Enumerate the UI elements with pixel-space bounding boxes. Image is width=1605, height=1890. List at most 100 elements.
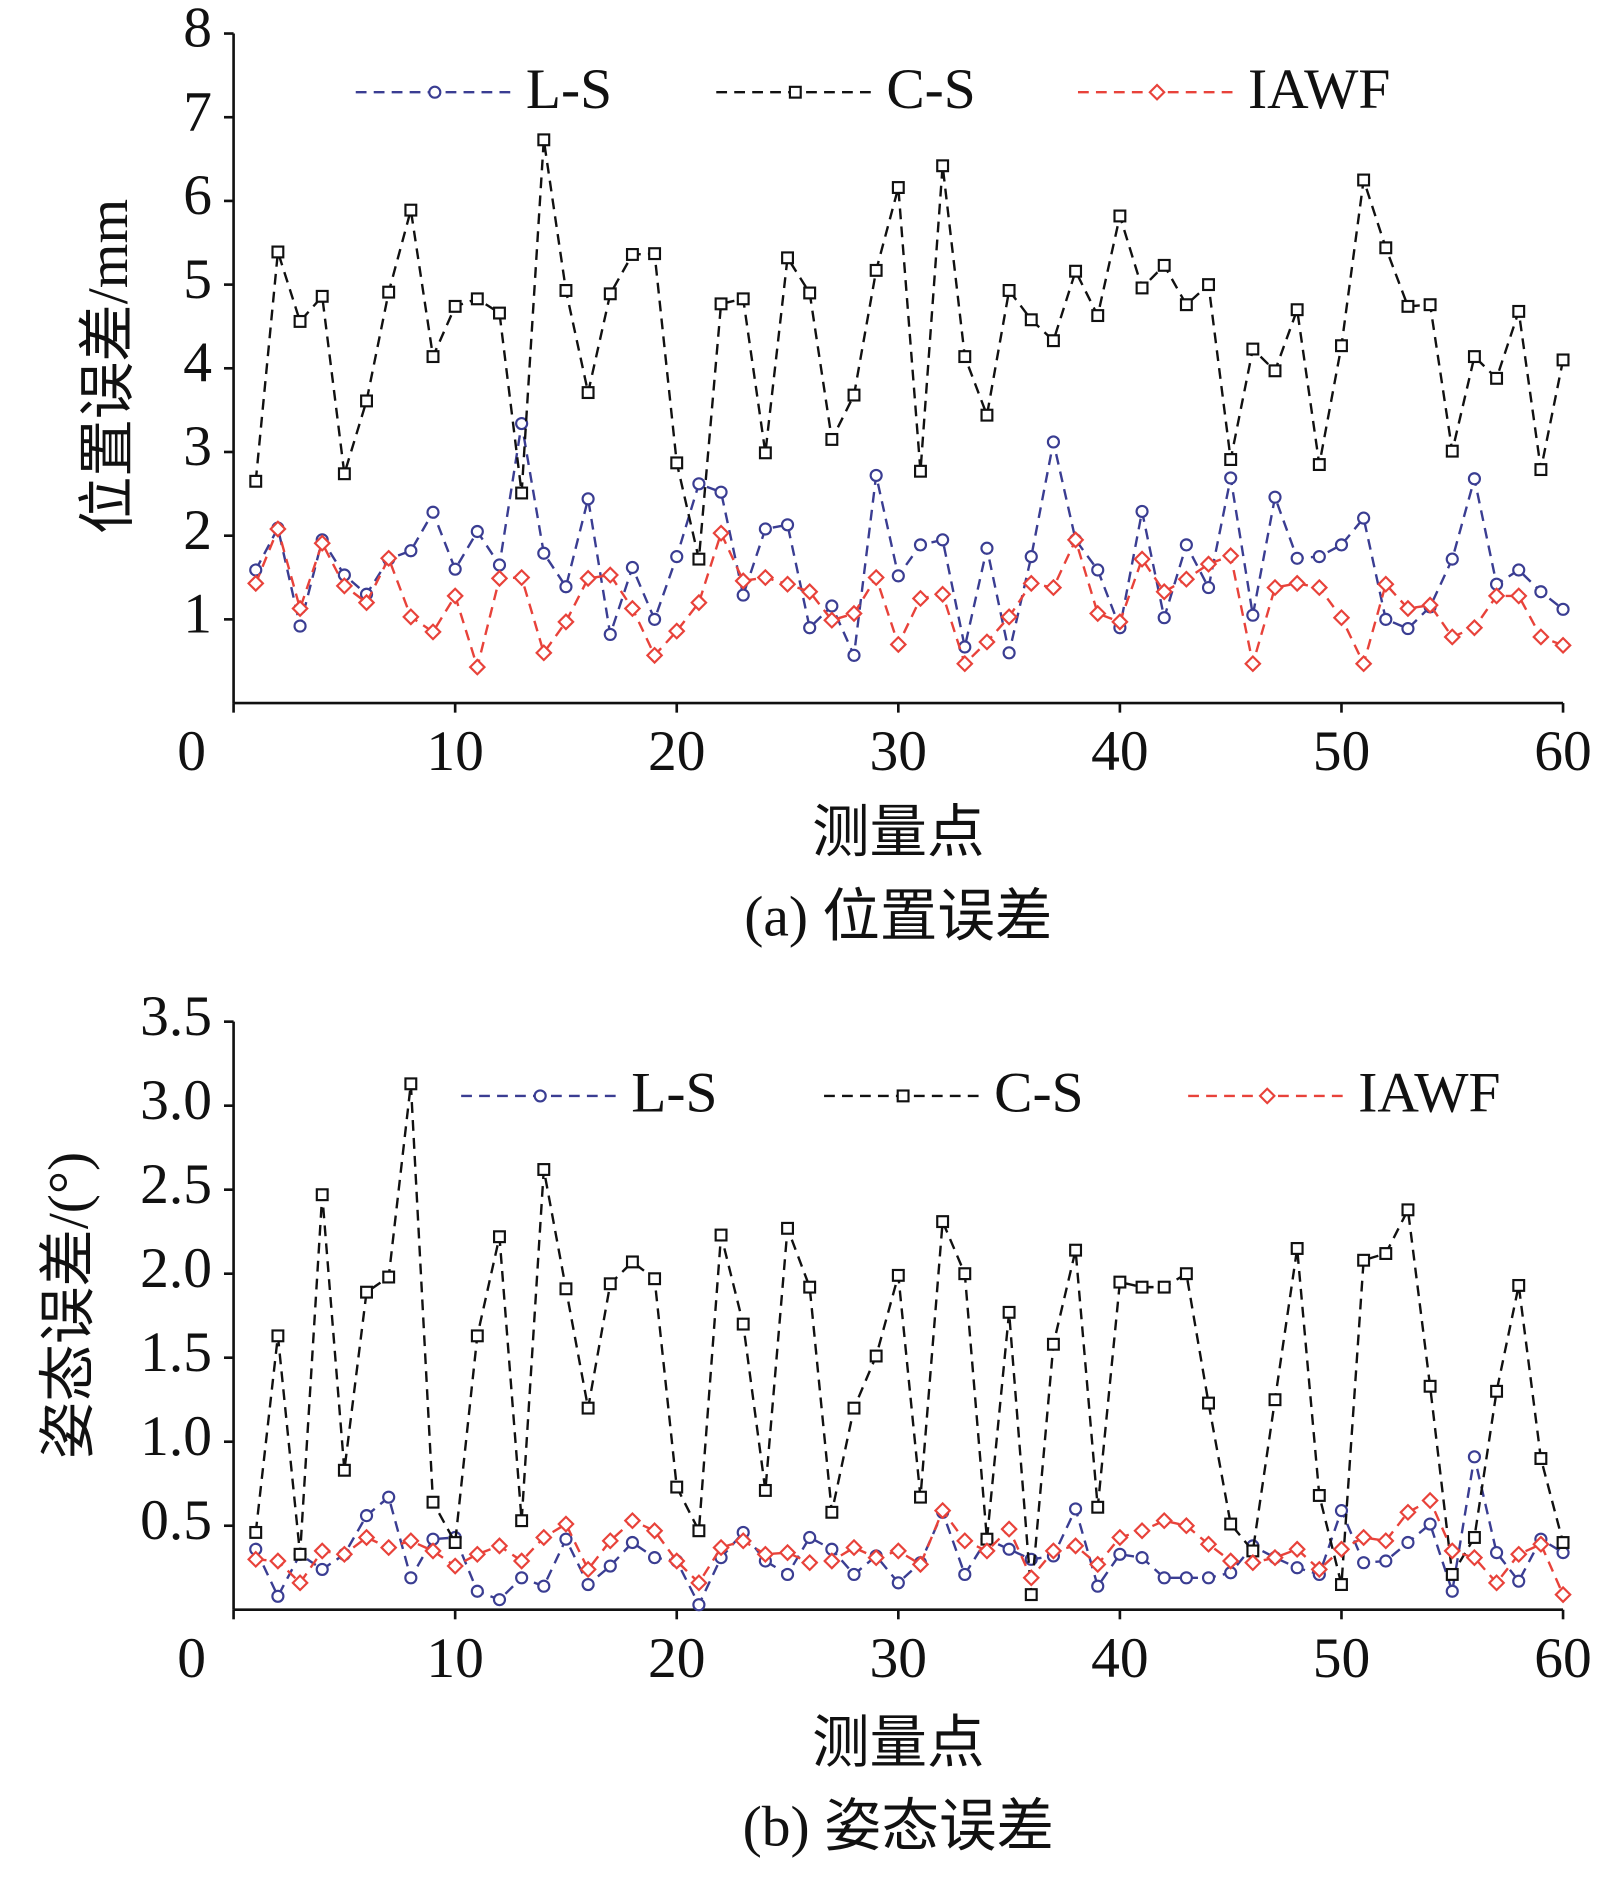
data-point xyxy=(601,1532,619,1550)
data-point xyxy=(1246,342,1260,356)
data-point xyxy=(293,619,307,633)
data-point xyxy=(360,1285,373,1299)
data-point xyxy=(512,1552,531,1570)
data-point xyxy=(379,549,398,567)
data-point xyxy=(712,524,730,542)
data-point xyxy=(1002,1305,1016,1319)
data-point xyxy=(1512,563,1526,577)
legend-marker xyxy=(788,85,802,99)
data-point xyxy=(1111,613,1129,631)
data-point xyxy=(778,575,797,593)
y-tick-label: 1.0 xyxy=(140,1405,212,1468)
data-point xyxy=(1202,1396,1215,1410)
data-point xyxy=(493,1230,506,1244)
data-point xyxy=(980,541,994,555)
data-point xyxy=(1024,1588,1038,1602)
data-point xyxy=(490,569,509,588)
data-point xyxy=(1113,1547,1127,1561)
data-point xyxy=(1069,264,1083,278)
data-point xyxy=(1445,1584,1459,1598)
data-point xyxy=(625,560,640,575)
x-tick-label: 20 xyxy=(648,1627,705,1690)
data-point xyxy=(1312,458,1326,472)
data-point xyxy=(1332,1540,1351,1558)
data-point xyxy=(404,1077,418,1091)
data-point xyxy=(1246,608,1260,622)
data-point xyxy=(911,1555,930,1574)
data-point xyxy=(1091,309,1105,323)
data-point xyxy=(579,569,597,588)
data-point xyxy=(249,474,263,488)
data-point xyxy=(1177,570,1196,588)
data-point xyxy=(978,633,996,651)
data-point xyxy=(1443,1542,1461,1560)
data-point xyxy=(1157,1280,1171,1294)
y-tick-label: 2.0 xyxy=(140,1237,212,1300)
data-point xyxy=(1334,1504,1349,1518)
y-tick-label: 3.5 xyxy=(140,985,212,1048)
data-point xyxy=(1288,1540,1306,1558)
data-point xyxy=(1135,504,1149,518)
data-point xyxy=(1487,1574,1506,1592)
data-point xyxy=(958,350,972,364)
legend-marker xyxy=(428,85,442,99)
data-point xyxy=(1534,463,1548,477)
data-point xyxy=(247,1550,265,1569)
data-point xyxy=(714,297,728,311)
data-point xyxy=(825,599,839,613)
data-point xyxy=(936,159,950,173)
data-point xyxy=(1490,371,1504,385)
data-point xyxy=(1157,1571,1171,1585)
data-point xyxy=(800,1553,819,1572)
data-point xyxy=(1066,1537,1085,1555)
y-tick-label: 2 xyxy=(183,499,212,562)
data-point xyxy=(426,350,440,364)
data-point xyxy=(914,464,927,478)
x-axis-label: 测量点 xyxy=(812,1712,984,1775)
data-point xyxy=(269,1552,287,1570)
data-point xyxy=(736,1317,750,1331)
data-point xyxy=(1224,471,1238,485)
data-point xyxy=(448,299,462,313)
x-tick-label: 50 xyxy=(1313,720,1370,783)
data-point xyxy=(1399,599,1417,618)
data-point xyxy=(1155,1511,1173,1530)
data-point xyxy=(1445,444,1459,458)
data-point xyxy=(359,1509,374,1523)
data-point xyxy=(448,562,462,576)
data-point xyxy=(958,1267,972,1281)
data-point xyxy=(692,1598,706,1612)
data-point xyxy=(1554,636,1572,655)
legend-marker xyxy=(896,1089,910,1103)
data-point xyxy=(1179,538,1193,552)
data-point xyxy=(557,613,575,631)
series-line xyxy=(254,1456,1564,1608)
legend-label: IAWF xyxy=(1358,1061,1500,1124)
x-tick-label: 40 xyxy=(1091,1627,1148,1690)
data-point xyxy=(756,1545,775,1564)
data-point xyxy=(404,544,418,558)
data-point xyxy=(404,1571,418,1585)
data-point xyxy=(623,1511,642,1530)
data-point xyxy=(980,408,994,422)
data-point xyxy=(446,1557,464,1575)
data-point xyxy=(1445,1567,1459,1581)
x-tick-label: 0 xyxy=(177,720,206,783)
data-point xyxy=(891,181,905,194)
data-point xyxy=(1268,1393,1282,1407)
x-tick-label: 60 xyxy=(1534,1627,1591,1690)
data-point xyxy=(402,608,420,626)
data-point xyxy=(493,306,506,320)
data-point xyxy=(869,1349,883,1363)
data-point xyxy=(559,283,573,297)
data-point xyxy=(1133,550,1151,568)
data-point xyxy=(648,247,662,261)
data-point xyxy=(603,1559,617,1573)
data-point xyxy=(1221,547,1240,565)
data-point xyxy=(670,550,684,564)
data-point xyxy=(1379,1554,1393,1568)
legend-label: L-S xyxy=(631,1061,717,1124)
data-point xyxy=(1534,585,1548,599)
data-point xyxy=(535,1528,553,1547)
